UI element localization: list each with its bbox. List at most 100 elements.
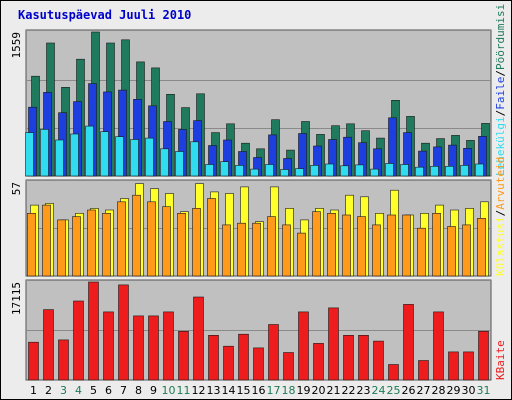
- kbaite-bar: [163, 311, 174, 381]
- kbaite-bar: [418, 360, 429, 381]
- kbaite-bar: [178, 330, 189, 381]
- top-max-tick-label: 1559: [10, 32, 23, 59]
- arvuteid-bar: [72, 216, 81, 277]
- lehekülgi-bar: [175, 151, 184, 177]
- x-tick-label: 15: [237, 384, 251, 397]
- arvuteid-bar: [447, 226, 456, 277]
- x-tick-label: 22: [342, 384, 356, 397]
- arvuteid-bar: [237, 222, 246, 277]
- x-tick-label: 8: [135, 384, 142, 397]
- kbaite-bar: [88, 281, 99, 381]
- chart-title: Kasutuspäevad Juuli 2010: [18, 8, 191, 22]
- kbaite-bar: [73, 300, 84, 381]
- arvuteid-bar: [147, 201, 156, 277]
- lehekülgi-bar: [145, 137, 154, 177]
- x-tick-label: 21: [327, 384, 341, 397]
- side-legend-entry: Lehekülgi: [494, 116, 507, 176]
- kbaite-bar: [133, 315, 144, 381]
- x-tick-label: 14: [222, 384, 236, 397]
- arvuteid-bar: [432, 213, 441, 277]
- kbaite-bar: [298, 311, 309, 381]
- lehekülgi-bar: [55, 139, 64, 177]
- x-tick-label: 16: [252, 384, 266, 397]
- arvuteid-bar: [162, 206, 171, 277]
- x-tick-label: 11: [177, 384, 191, 397]
- x-tick-label: 2: [45, 384, 52, 397]
- side-legend-entry: Pöördumisi: [494, 4, 507, 70]
- side-legend-entry: Külastusi: [494, 216, 507, 276]
- kbaite-bar: [223, 345, 234, 381]
- arvuteid-bar: [87, 209, 96, 277]
- x-tick-label: 25: [387, 384, 401, 397]
- arvuteid-bar: [207, 198, 216, 277]
- kbaite-bar: [478, 330, 489, 381]
- lehekülgi-bar: [160, 148, 169, 177]
- arvuteid-bar: [477, 218, 486, 277]
- middle-side-legend: Külastusi/Arvuteid: [494, 157, 507, 276]
- kbaite-bar: [103, 311, 114, 381]
- lehekülgi-bar: [280, 169, 289, 177]
- arvuteid-bar: [402, 214, 411, 277]
- arvuteid-bar: [102, 213, 111, 277]
- arvuteid-bar: [327, 213, 336, 277]
- kbaite-bar: [373, 340, 384, 381]
- kbaite-bar: [28, 341, 39, 381]
- x-tick-label: 29: [447, 384, 461, 397]
- bottom-max-tick-label: 17115: [10, 282, 23, 315]
- kbaite-bar: [268, 324, 279, 381]
- x-tick-label: 26: [402, 384, 416, 397]
- lehekülgi-bar: [205, 164, 214, 177]
- arvuteid-bar: [387, 214, 396, 277]
- side-legend-entry: /: [494, 70, 507, 77]
- kbaite-bar: [118, 284, 129, 381]
- x-tick-label: 30: [462, 384, 476, 397]
- lehekülgi-bar: [475, 163, 484, 177]
- x-tick-label: 9: [150, 384, 157, 397]
- lehekülgi-bar: [430, 166, 439, 177]
- arvuteid-bar: [267, 216, 276, 277]
- side-legend-entry: KBaite: [494, 340, 507, 380]
- arvuteid-bar: [372, 224, 381, 277]
- kbaite-bar: [43, 309, 54, 381]
- kbaite-bar: [253, 347, 264, 381]
- lehekülgi-bar: [370, 168, 379, 177]
- x-tick-label: 31: [477, 384, 491, 397]
- arvuteid-bar: [192, 208, 201, 277]
- arvuteid-bar: [177, 213, 186, 277]
- x-tick-label: 23: [357, 384, 371, 397]
- lehekülgi-bar: [220, 161, 229, 177]
- top-side-legend: Lehekülgi/Faile/Pöördumisi: [494, 4, 507, 176]
- lehekülgi-bar: [460, 165, 469, 177]
- x-tick-label: 19: [297, 384, 311, 397]
- kbaite-bar: [58, 339, 69, 381]
- x-tick-label: 24: [372, 384, 386, 397]
- kbaite-bar: [403, 304, 414, 381]
- kbaite-bar: [463, 351, 474, 381]
- lehekülgi-bar: [310, 165, 319, 177]
- x-tick-label: 3: [60, 384, 67, 397]
- lehekülgi-bar: [295, 168, 304, 177]
- arvuteid-bar: [117, 201, 126, 277]
- kbaite-bar: [328, 307, 339, 381]
- x-tick-label: 20: [312, 384, 326, 397]
- arvuteid-bar: [252, 222, 261, 277]
- kbaite-bar: [238, 333, 249, 381]
- x-tick-label: 28: [432, 384, 446, 397]
- x-tick-label: 4: [75, 384, 82, 397]
- side-legend-entry: Arvuteid: [494, 157, 507, 210]
- kbaite-bar: [193, 296, 204, 381]
- arvuteid-bar: [312, 211, 321, 277]
- arvuteid-bar: [357, 216, 366, 277]
- arvuteid-bar: [222, 224, 231, 277]
- kbaite-bar: [433, 311, 444, 381]
- lehekülgi-bar: [115, 136, 124, 177]
- x-tick-label: 27: [417, 384, 431, 397]
- x-tick-label: 17: [267, 384, 281, 397]
- kbaite-bar: [448, 351, 459, 381]
- lehekülgi-bar: [40, 129, 49, 177]
- x-tick-label: 7: [120, 384, 127, 397]
- lehekülgi-bar: [25, 132, 34, 177]
- kbaite-bar: [358, 334, 369, 381]
